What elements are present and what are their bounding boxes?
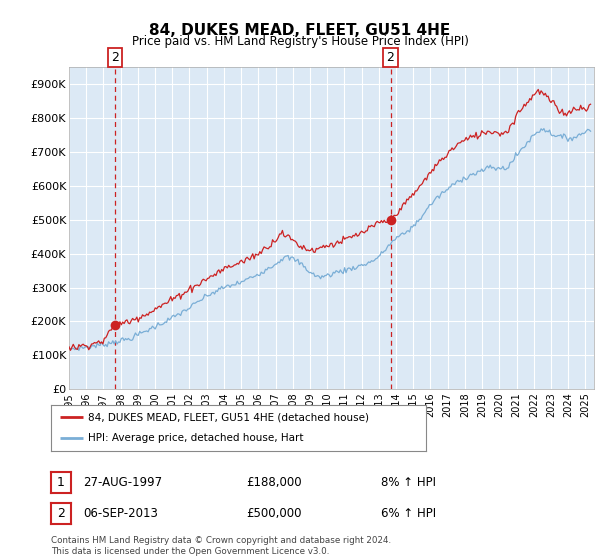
Text: Price paid vs. HM Land Registry's House Price Index (HPI): Price paid vs. HM Land Registry's House … (131, 35, 469, 49)
Text: 06-SEP-2013: 06-SEP-2013 (83, 507, 158, 520)
Text: HPI: Average price, detached house, Hart: HPI: Average price, detached house, Hart (89, 433, 304, 444)
Text: 2: 2 (57, 507, 65, 520)
Text: 27-AUG-1997: 27-AUG-1997 (83, 476, 162, 489)
Text: 2: 2 (386, 51, 394, 64)
Text: 84, DUKES MEAD, FLEET, GU51 4HE: 84, DUKES MEAD, FLEET, GU51 4HE (149, 24, 451, 38)
Text: 2: 2 (110, 51, 119, 64)
Text: 84, DUKES MEAD, FLEET, GU51 4HE (detached house): 84, DUKES MEAD, FLEET, GU51 4HE (detache… (89, 412, 370, 422)
Text: 6% ↑ HPI: 6% ↑ HPI (381, 507, 436, 520)
Text: 1: 1 (57, 476, 65, 489)
Text: £500,000: £500,000 (246, 507, 302, 520)
Text: 8% ↑ HPI: 8% ↑ HPI (381, 476, 436, 489)
Text: £188,000: £188,000 (246, 476, 302, 489)
Text: Contains HM Land Registry data © Crown copyright and database right 2024.
This d: Contains HM Land Registry data © Crown c… (51, 536, 391, 556)
